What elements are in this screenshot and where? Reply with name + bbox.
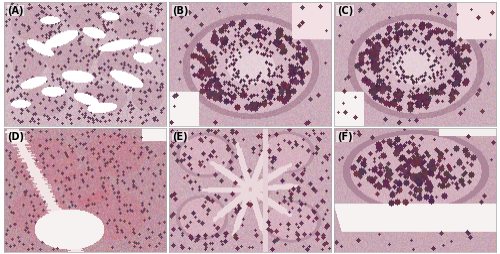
Text: (C): (C) <box>337 6 353 16</box>
Text: (B): (B) <box>172 6 188 16</box>
Text: (A): (A) <box>7 6 24 16</box>
Text: (E): (E) <box>172 132 188 142</box>
Text: (D): (D) <box>7 132 24 142</box>
Text: (F): (F) <box>337 132 352 142</box>
